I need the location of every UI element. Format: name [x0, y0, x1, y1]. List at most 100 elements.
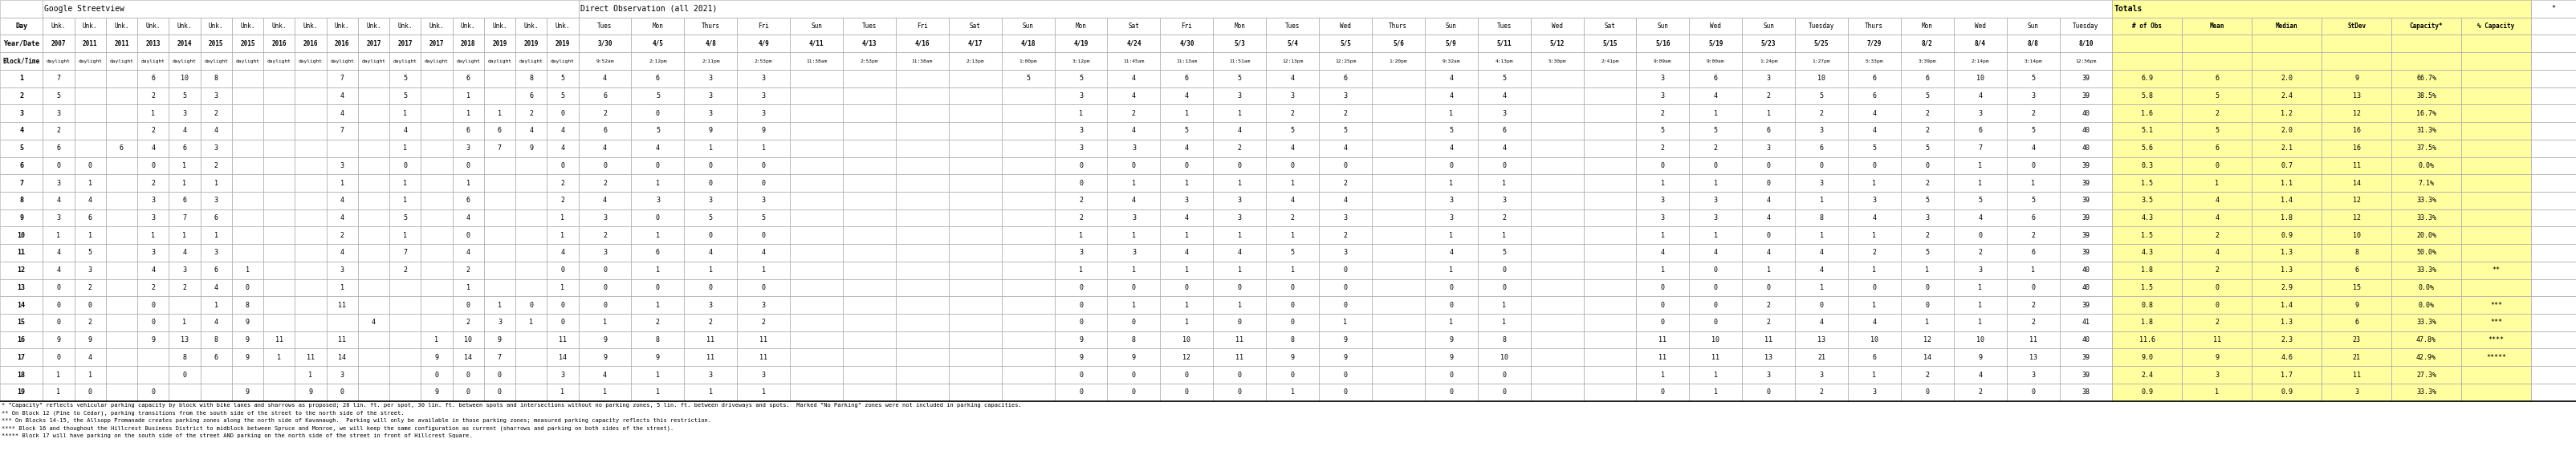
Text: 6: 6	[1345, 75, 1347, 82]
Bar	[1479, 139, 1530, 157]
Text: 6: 6	[2215, 145, 2218, 152]
Bar	[2058, 157, 2112, 175]
Bar	[737, 279, 791, 296]
Bar	[1479, 35, 1530, 52]
Text: 1.8: 1.8	[2141, 319, 2154, 326]
Text: 10: 10	[1499, 354, 1507, 361]
Bar	[1584, 244, 1636, 262]
Bar	[358, 192, 389, 209]
Text: 11: 11	[706, 354, 714, 361]
Bar	[1584, 366, 1636, 383]
Bar	[1690, 157, 1741, 175]
Bar	[106, 209, 137, 226]
Text: 12: 12	[2352, 110, 2360, 117]
Bar	[2251, 87, 2321, 105]
Text: 1: 1	[1291, 267, 1296, 274]
Bar	[1741, 18, 1795, 35]
Bar	[737, 52, 791, 70]
Bar	[1265, 70, 1319, 87]
Text: 5: 5	[1291, 249, 1296, 256]
Text: 1: 1	[1131, 267, 1136, 274]
Bar	[1479, 157, 1530, 175]
Text: 2019: 2019	[556, 40, 569, 47]
Bar	[453, 192, 484, 209]
Bar	[44, 366, 75, 383]
Bar	[1213, 192, 1265, 209]
Text: 9: 9	[1450, 354, 1453, 361]
Bar	[1690, 35, 1741, 52]
Bar	[2007, 87, 2058, 105]
Bar	[1584, 105, 1636, 122]
Bar	[1901, 122, 1953, 139]
Bar	[1795, 105, 1847, 122]
Bar	[948, 226, 1002, 244]
Bar	[631, 366, 685, 383]
Bar	[389, 314, 420, 331]
Text: 4: 4	[1502, 145, 1507, 152]
Text: 2: 2	[1924, 232, 1929, 239]
Bar	[1373, 52, 1425, 70]
Text: 2: 2	[708, 319, 714, 326]
Text: 1: 1	[1873, 179, 1875, 187]
Text: 0: 0	[1873, 162, 1875, 169]
Bar	[1690, 122, 1741, 139]
Bar	[2532, 209, 2576, 226]
Text: 4: 4	[562, 145, 564, 152]
Text: 11: 11	[760, 354, 768, 361]
Bar	[1795, 226, 1847, 244]
Bar	[170, 35, 201, 52]
Text: 2: 2	[21, 92, 23, 100]
Text: 0: 0	[1079, 179, 1082, 187]
Bar	[453, 87, 484, 105]
Bar	[1847, 314, 1901, 331]
Bar	[1530, 18, 1584, 35]
Bar	[44, 262, 75, 279]
Bar	[2058, 314, 2112, 331]
Bar	[1741, 192, 1795, 209]
Text: 10: 10	[1870, 336, 1878, 344]
Bar	[232, 192, 263, 209]
Bar	[1636, 35, 1690, 52]
Bar	[1479, 105, 1530, 122]
Text: 0: 0	[1079, 389, 1082, 396]
Bar	[1108, 18, 1159, 35]
Bar	[201, 139, 232, 157]
Bar	[842, 244, 896, 262]
Bar	[948, 87, 1002, 105]
Bar	[1373, 244, 1425, 262]
Text: 2: 2	[762, 319, 765, 326]
Bar	[1319, 366, 1373, 383]
Bar	[1425, 18, 1479, 35]
Bar	[106, 35, 137, 52]
Bar	[631, 349, 685, 366]
Bar	[737, 314, 791, 331]
Text: 1.4: 1.4	[2280, 301, 2293, 308]
Bar	[2182, 139, 2251, 157]
Bar	[0, 122, 44, 139]
Bar	[2321, 366, 2391, 383]
Text: 9: 9	[1291, 354, 1296, 361]
Bar	[2007, 331, 2058, 349]
Bar	[1479, 18, 1530, 35]
Text: 1: 1	[1185, 232, 1188, 239]
Bar	[2182, 157, 2251, 175]
Bar	[420, 314, 453, 331]
Bar	[631, 18, 685, 35]
Text: 1: 1	[1502, 232, 1507, 239]
Bar	[75, 175, 106, 192]
Bar	[263, 35, 294, 52]
Text: 3: 3	[152, 249, 155, 256]
Bar	[75, 70, 106, 87]
Bar	[389, 157, 420, 175]
Bar	[1213, 314, 1265, 331]
Bar	[1741, 366, 1795, 383]
Text: 0: 0	[1291, 301, 1296, 308]
Bar	[631, 35, 685, 52]
Text: 3: 3	[1450, 214, 1453, 221]
Bar	[44, 52, 75, 70]
Bar	[546, 175, 580, 192]
Bar	[263, 226, 294, 244]
Bar	[631, 192, 685, 209]
Bar	[327, 383, 358, 401]
Bar	[1002, 122, 1054, 139]
